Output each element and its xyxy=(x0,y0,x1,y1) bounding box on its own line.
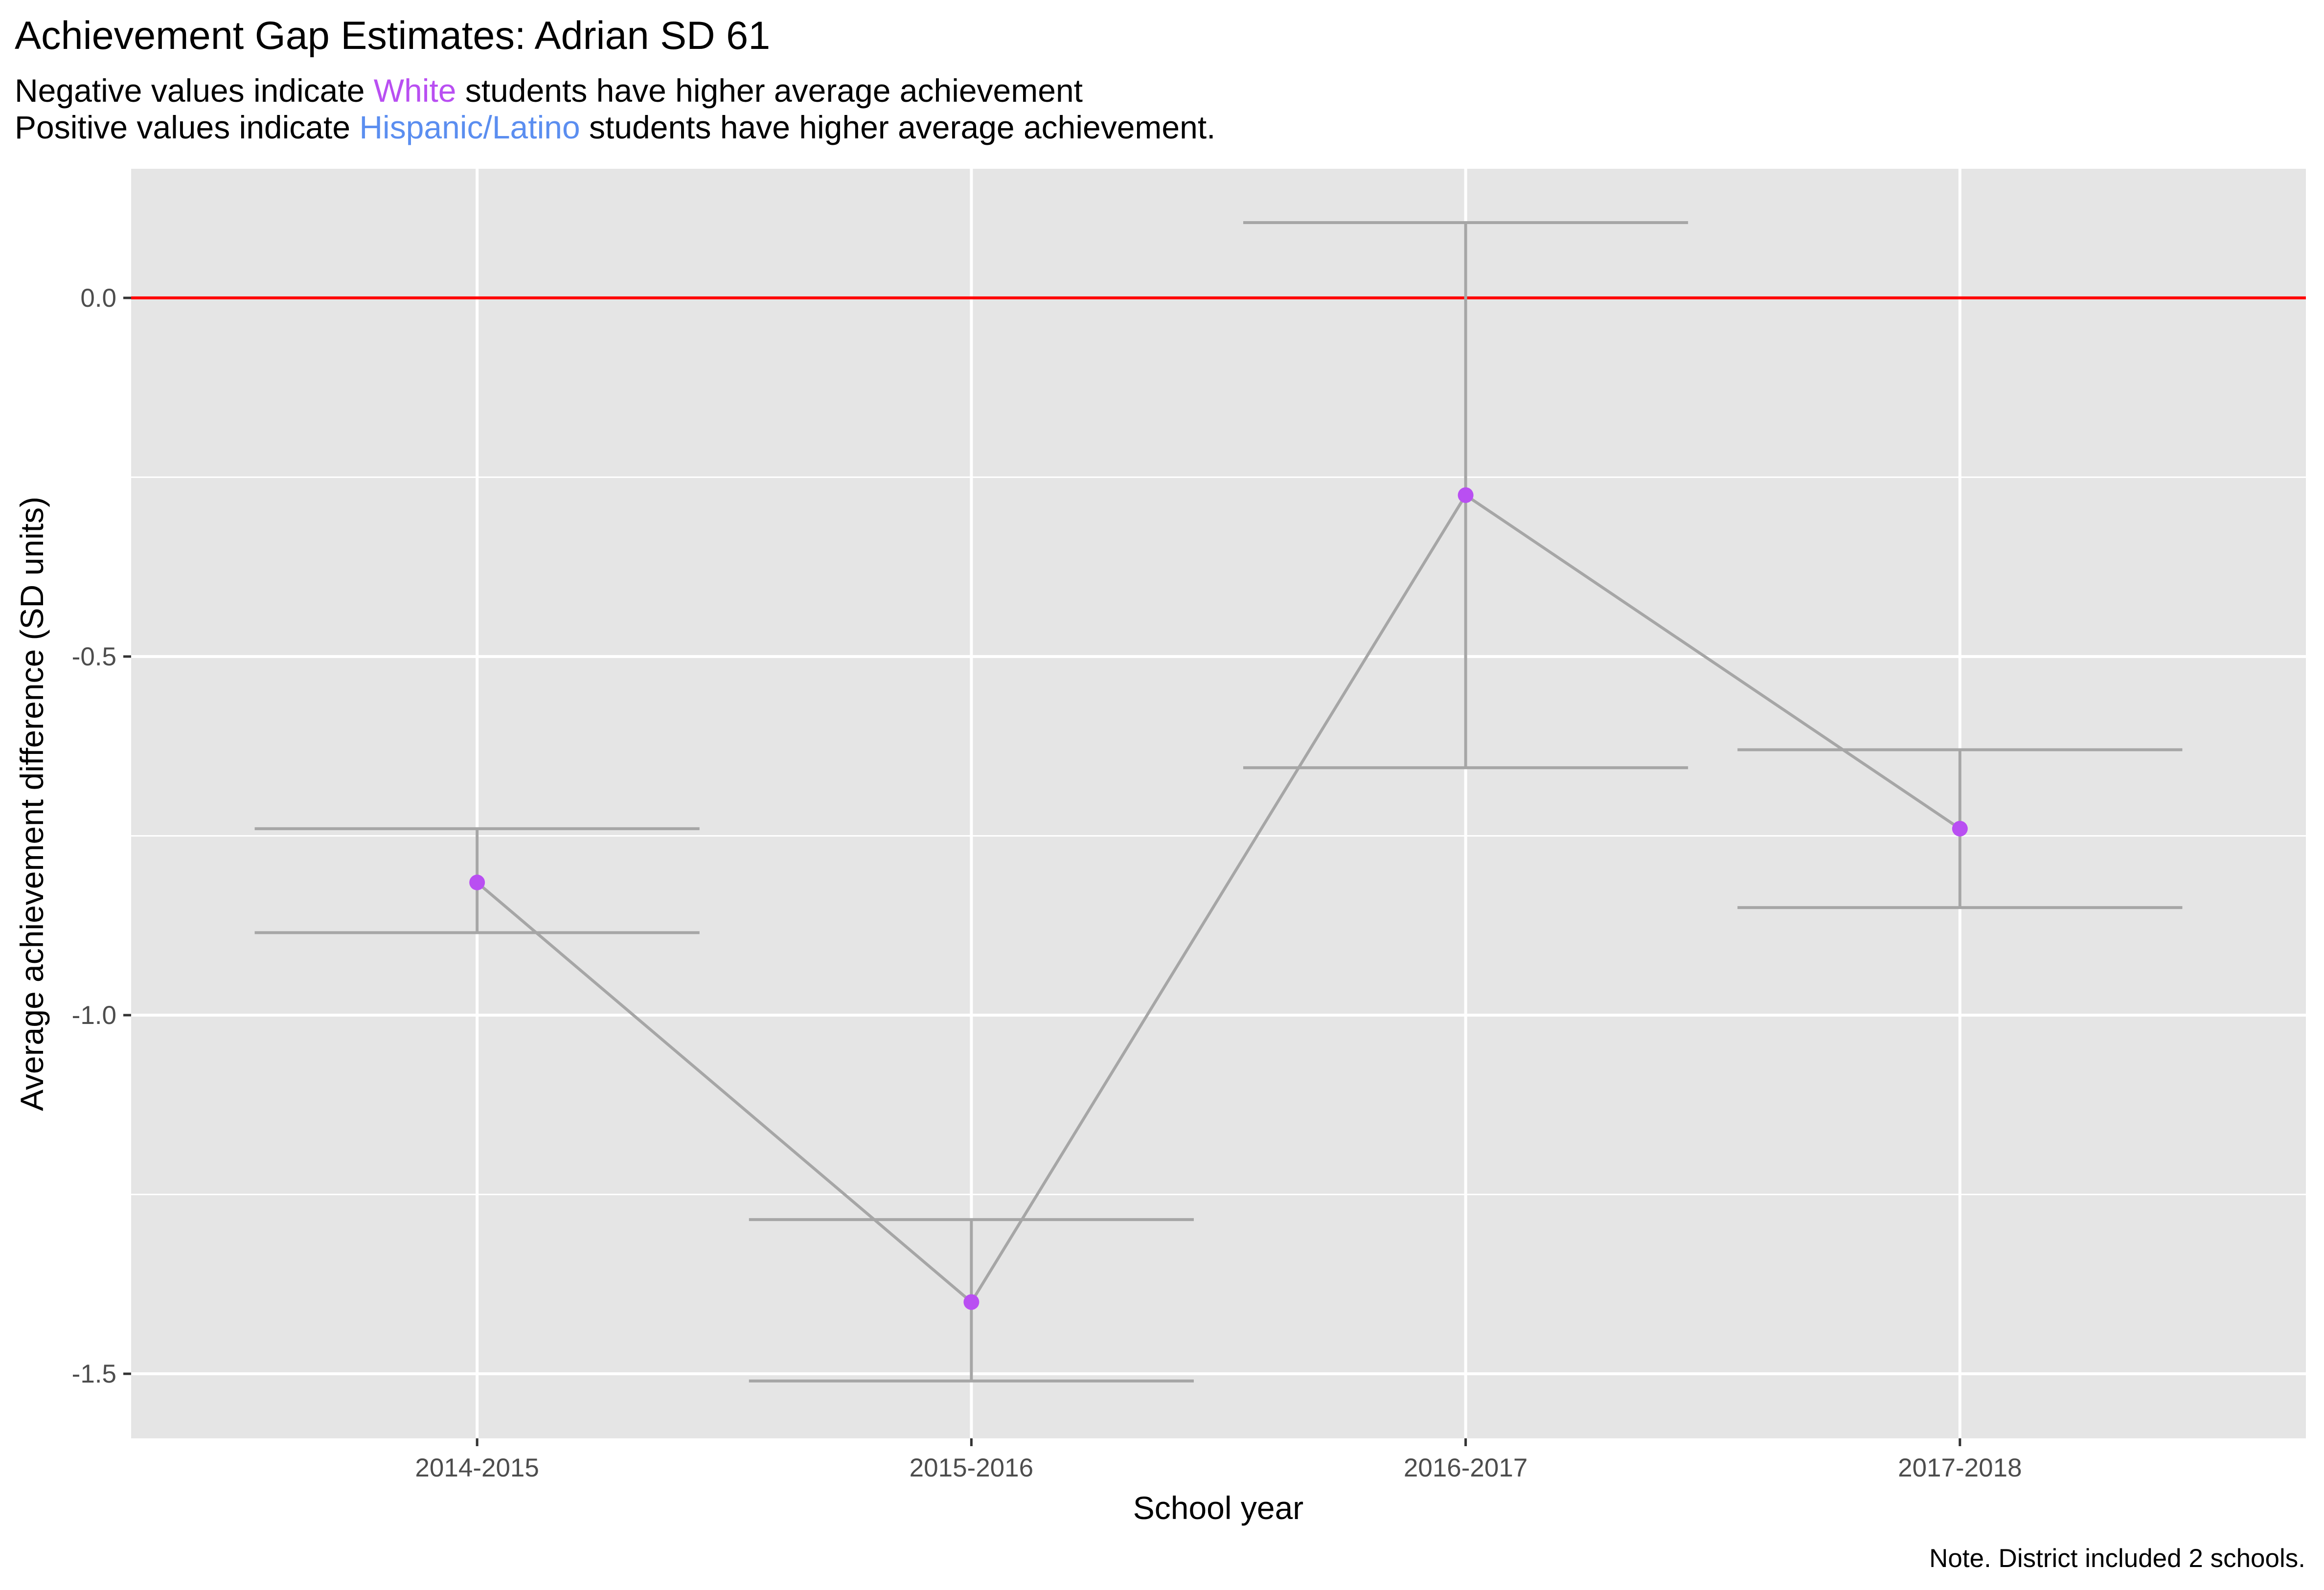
series-line xyxy=(476,493,1961,1304)
data-point xyxy=(469,874,485,890)
subtitle-2-before: Positive values indicate xyxy=(15,109,359,145)
x-tick-label: 2016-2017 xyxy=(1404,1454,1527,1482)
subtitle-line-1: Negative values indicate White students … xyxy=(15,72,1083,109)
subtitle-line-2: Positive values indicate Hispanic/Latino… xyxy=(15,109,1216,145)
y-tick-label: 0.0 xyxy=(80,284,116,313)
x-tick-label: 2015-2016 xyxy=(910,1454,1033,1482)
minor-gridlines xyxy=(131,476,2306,1196)
plot-panel xyxy=(131,169,2306,1438)
y-tick-label: -0.5 xyxy=(72,642,116,671)
x-tick-label: 2014-2015 xyxy=(415,1454,539,1482)
y-axis-ticks: 0.0 -0.5 -1.0 -1.5 xyxy=(72,284,131,1388)
series-polyline xyxy=(476,493,1961,1304)
y-tick-label: -1.5 xyxy=(72,1360,116,1388)
subtitle-1-highlight-white: White xyxy=(374,72,456,109)
x-axis-title: School year xyxy=(1133,1490,1304,1526)
data-points xyxy=(469,487,1968,1310)
subtitle-2-highlight-hispanic: Hispanic/Latino xyxy=(359,109,580,145)
data-point xyxy=(1458,487,1474,503)
x-axis-ticks: 2014-2015 2015-2016 2016-2017 2017-2018 xyxy=(415,1438,2022,1482)
chart-caption: Note. District included 2 schools. xyxy=(1929,1544,2305,1573)
x-tick-label: 2017-2018 xyxy=(1898,1454,2022,1482)
data-point xyxy=(963,1294,980,1310)
subtitle-1-before: Negative values indicate xyxy=(15,72,374,109)
chart-title: Achievement Gap Estimates: Adrian SD 61 xyxy=(15,14,770,58)
subtitle-1-after: students have higher average achievement xyxy=(456,72,1083,109)
y-axis-title: Average achievement difference (SD units… xyxy=(14,497,50,1111)
subtitle-2-after: students have higher average achievement… xyxy=(580,109,1216,145)
data-point xyxy=(1952,820,1968,837)
y-tick-label: -1.0 xyxy=(72,1001,116,1030)
